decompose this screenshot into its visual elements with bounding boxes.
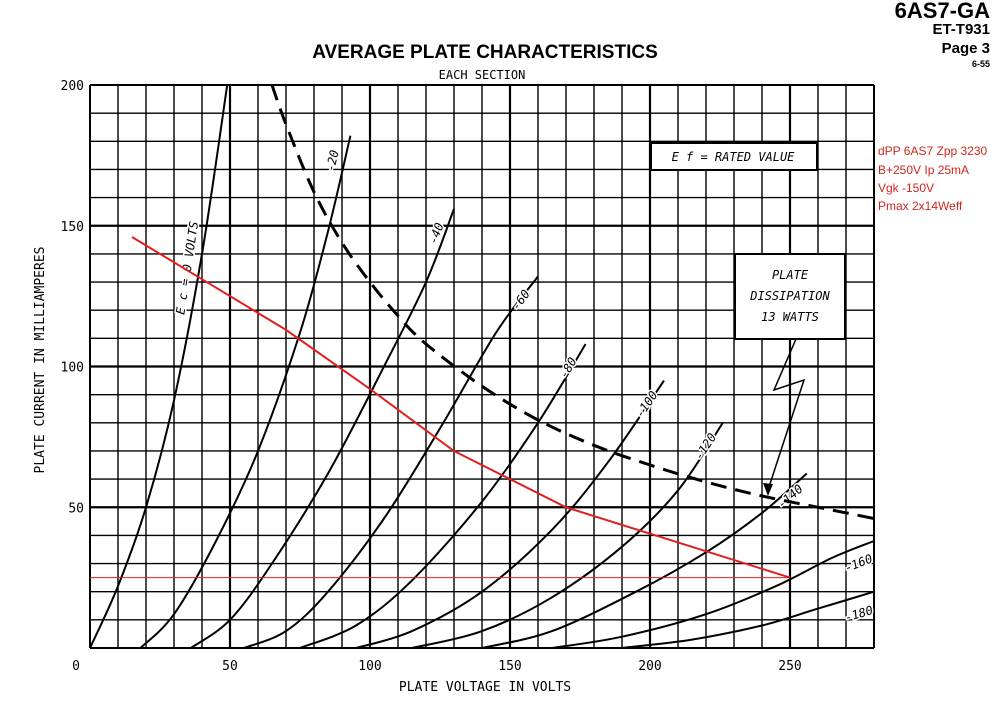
plot-grid [89,84,875,649]
x-tick-label: 0 [72,659,80,674]
annotation-line-bplus: B+250V Ip 25mA [878,163,970,177]
plate-dissipation-frame [734,253,846,340]
tube-type-label: 6AS7-GA [894,0,990,23]
annotation-line-vgk: Vgk -150V [878,181,935,195]
chart-subtitle: EACH SECTION [439,68,526,82]
grid-bias-curve [243,275,539,649]
plate-dissipation-line-1: PLATE [772,268,809,282]
dissipation-curve-group [270,84,875,520]
grid-bias-curve [355,380,665,649]
curve-label: -40 [426,221,447,246]
annotation-line-pmax: Pmax 2x14Weff [878,199,963,213]
y-tick-label: 50 [68,501,84,516]
x-tick-label: 150 [498,659,521,674]
dissipation-leader-arrowhead [763,483,773,496]
page-number: Page 3 [941,40,990,57]
grid-bias-curve [299,343,587,649]
y-tick-label: 200 [61,79,84,94]
curve-label: -20 [323,149,342,173]
curve-label: E c = 0 VOLTS [173,220,201,315]
x-tick-label: 250 [778,659,801,674]
y-tick-label: 100 [61,361,84,376]
x-tick-label: 50 [222,659,238,674]
grid-bias-curve [411,422,724,649]
curve-label: -180 [843,603,875,625]
load-line-group [90,236,791,579]
chart-title: AVERAGE PLATE CHARACTERISTICS [312,42,658,63]
x-tick-label: 100 [358,659,381,674]
x-axis-label: PLATE VOLTAGE IN VOLTS [399,680,571,695]
curve-label: -160 [842,551,874,575]
load-line [131,236,791,579]
plate-dissipation-line-3: 13 WATTS [761,310,819,324]
plate-dissipation-line-2: DISSIPATION [749,289,830,303]
grid-bias-curve [89,84,229,649]
dissipation-leader-arrow [767,338,806,491]
x-tick-label: 200 [638,659,661,674]
rated-value-text: E f = RATED VALUE [672,150,796,164]
grid-bias-curve [551,540,875,649]
grid-bias-curve [190,208,455,649]
grid-bias-curves [89,84,875,649]
grid-bias-curve [139,135,352,649]
document-code: ET-T931 [932,21,990,38]
rated-value-frame [650,142,818,171]
plate-dissipation-curve [270,84,875,520]
axis-ticks: 0 50 100 150 200 250 50 100 150 200 [61,79,802,674]
grid-bias-curve [481,472,808,649]
y-axis-label: PLATE CURRENT IN MILLIAMPERES [33,247,48,474]
document-date: 6-55 [971,59,990,69]
y-tick-label: 150 [61,220,84,235]
annotation-line-zpp: dPP 6AS7 Zpp 3230 [878,144,988,158]
rated-value-box: E f = RATED VALUE [650,142,818,171]
grid-bias-curve [621,590,875,649]
plate-dissipation-box: PLATE DISSIPATION 13 WATTS [734,253,846,496]
